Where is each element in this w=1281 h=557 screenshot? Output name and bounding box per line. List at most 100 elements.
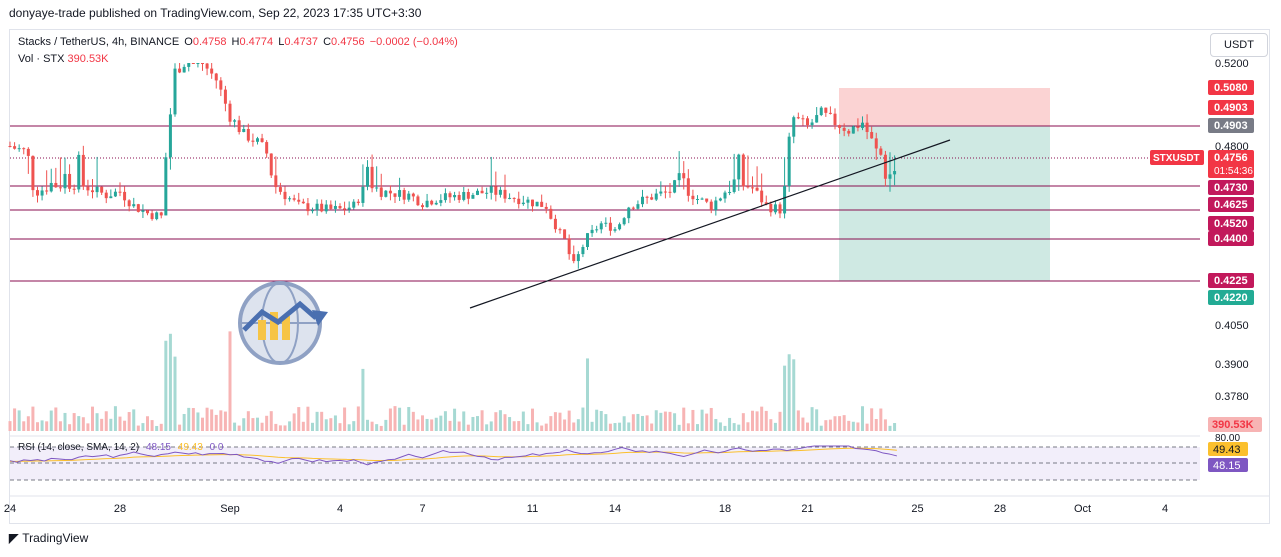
candle-body: [586, 233, 589, 248]
time-tick-label: 7: [419, 503, 425, 515]
price-label-box: [1208, 231, 1254, 246]
price-label-text: 0.4400: [1214, 233, 1248, 245]
rsi-sma-label: 49.43: [1213, 444, 1241, 456]
volume-bar: [439, 415, 443, 431]
candle-body: [787, 136, 791, 187]
candle-body: [595, 229, 599, 231]
volume-bar: [828, 419, 832, 431]
time-tick-label: 21: [801, 503, 813, 515]
volume-bar: [709, 407, 713, 431]
volume-bar: [40, 420, 44, 431]
currency-button[interactable]: USDT: [1210, 33, 1268, 57]
volume-bar: [301, 421, 305, 431]
symbol-legend: Stacks / TetherUS, 4h, BINANCE O0.4758 H…: [18, 36, 458, 48]
candle-body: [682, 173, 686, 179]
price-label-text: 0.4903: [1214, 102, 1248, 114]
rsi-tick-label: 80.00: [1215, 433, 1240, 444]
price-label-text: 0.4520: [1214, 218, 1248, 230]
volume-bar: [274, 423, 278, 431]
volume-bar: [838, 416, 842, 431]
volume-bar: [796, 410, 800, 431]
price-label-box: [1208, 80, 1254, 95]
volume-bar: [714, 418, 718, 431]
volume-bar: [398, 407, 402, 431]
volume-bar: [223, 411, 227, 431]
trendline: [469, 139, 951, 309]
price-label-box: [1208, 197, 1254, 212]
candle-body: [54, 182, 58, 188]
candle-body: [553, 218, 557, 230]
candle-body: [306, 203, 310, 212]
volume-bar: [677, 424, 681, 431]
countdown-text: 01:54:36: [1214, 166, 1253, 177]
volume-bar: [347, 424, 351, 431]
volume-bar: [861, 406, 864, 431]
candle-body: [485, 192, 489, 194]
volume-bar: [773, 422, 777, 431]
candle-body: [283, 191, 287, 200]
volume-bar: [810, 407, 814, 431]
candle-body: [315, 203, 319, 211]
volume-bar: [613, 423, 617, 431]
volume-value: 390.53K: [67, 53, 109, 65]
volume-bar: [214, 414, 218, 431]
volume-bar: [760, 406, 764, 431]
price-label-text: 0.4730: [1214, 182, 1248, 194]
volume-bar: [604, 414, 608, 431]
candle-body: [288, 198, 292, 200]
candle-body: [769, 203, 773, 213]
volume-bar: [627, 422, 631, 431]
candle-body: [760, 190, 764, 203]
candle-body: [700, 198, 704, 200]
volume-bar: [535, 422, 539, 431]
volume-bar: [68, 424, 72, 431]
volume-bar: [567, 410, 571, 431]
candle-body: [22, 148, 26, 150]
volume-bar: [842, 415, 846, 431]
candle-body: [691, 195, 695, 200]
volume-bar: [402, 424, 406, 431]
candle-body: [430, 200, 434, 205]
candle-body: [498, 189, 502, 195]
volume-bar: [631, 414, 635, 431]
volume-bar: [164, 340, 168, 431]
candle-body: [755, 187, 759, 191]
volume-bar: [155, 425, 159, 431]
candle-body: [686, 178, 690, 196]
volume-bar: [544, 423, 548, 431]
rsi-label: 48.15: [1213, 460, 1241, 472]
candle-body: [402, 190, 406, 200]
candle-body: [68, 173, 72, 189]
candle-body: [641, 196, 644, 205]
candle-body: [517, 198, 521, 205]
candle-body: [627, 207, 631, 219]
volume-bar: [769, 419, 773, 431]
candle-body: [223, 89, 227, 104]
volume-bar: [553, 412, 557, 431]
volume-bar: [260, 422, 264, 431]
candle-body: [489, 186, 493, 193]
candle-body: [159, 212, 163, 216]
volume-bar: [595, 409, 599, 431]
candle-body: [865, 122, 869, 133]
candle-body: [269, 153, 273, 176]
price-axis: 0.52000.48000.40500.39000.37800.50800.49…: [1150, 58, 1262, 472]
volume-bar: [751, 410, 754, 431]
volume-bar: [893, 423, 897, 431]
volume-bar: [494, 412, 498, 431]
volume-bar: [874, 419, 878, 431]
horizontal-levels: [10, 125, 1200, 282]
volume-bar: [434, 417, 438, 431]
volume-bar: [187, 407, 191, 431]
price-tick-label: 0.3780: [1215, 391, 1249, 403]
candle-body: [870, 132, 874, 139]
volume-bar: [696, 424, 699, 431]
volume-bar: [324, 419, 328, 431]
low-label: L: [278, 36, 285, 48]
volume-bar: [416, 419, 420, 431]
candle-body: [347, 207, 351, 210]
volume-bar: [526, 424, 530, 431]
candle-body: [113, 191, 117, 197]
candle-body: [893, 171, 897, 175]
